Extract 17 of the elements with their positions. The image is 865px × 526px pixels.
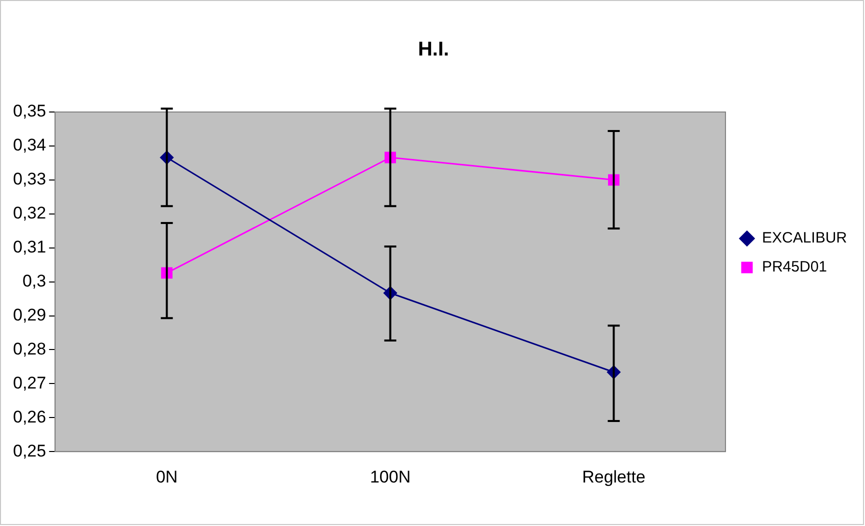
y-tick-label: 0,28 (12, 339, 46, 358)
y-tick-label: 0,34 (12, 136, 46, 155)
y-tick-label: 0,27 (12, 373, 46, 392)
y-tick-label: 0,3 (22, 271, 46, 290)
y-tick-label: 0,26 (12, 407, 46, 426)
x-tick-label: 100N (370, 467, 411, 486)
y-tick-label: 0,32 (12, 204, 46, 223)
y-tick-label: 0,35 (12, 102, 46, 121)
x-tick-label: Reglette (582, 467, 646, 486)
legend-label: EXCALIBUR (762, 230, 848, 247)
y-tick-label: 0,31 (12, 238, 46, 257)
y-tick-label: 0,33 (12, 170, 46, 189)
x-tick-label: 0N (156, 467, 178, 486)
y-tick-label: 0,29 (12, 305, 46, 324)
legend-label: PR45D01 (762, 258, 828, 276)
y-tick-label: 0,25 (12, 441, 46, 460)
chart-title: H.I. (418, 38, 450, 61)
